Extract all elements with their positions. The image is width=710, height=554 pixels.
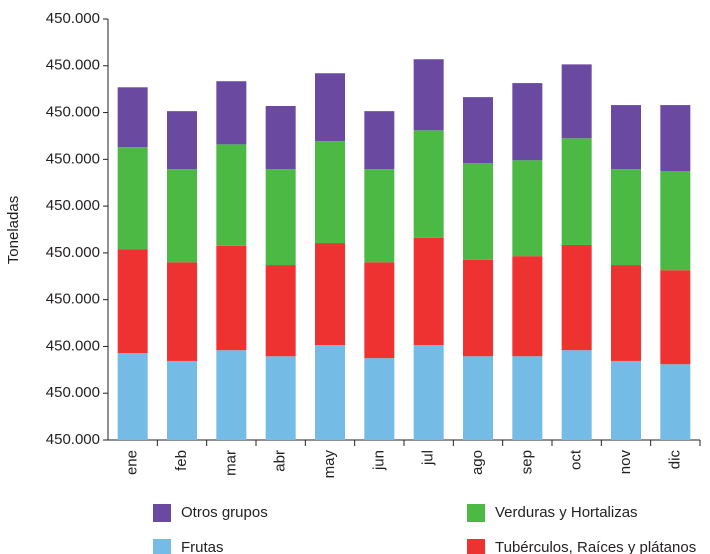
bar-segment bbox=[167, 169, 197, 263]
bar-segment bbox=[660, 270, 691, 365]
x-tick-label: nov bbox=[617, 450, 634, 475]
bar-segment bbox=[265, 356, 296, 440]
bar-segment bbox=[660, 105, 691, 172]
x-tick-label: mar bbox=[222, 450, 239, 476]
bar-segment bbox=[611, 360, 641, 440]
legend-label: Verduras y Hortalizas bbox=[495, 504, 638, 521]
legend-swatch bbox=[153, 504, 171, 522]
x-tick-label: sep bbox=[518, 450, 535, 474]
bar-segment bbox=[265, 106, 296, 170]
bar-segment bbox=[364, 262, 395, 359]
y-tick-label: 450.000 bbox=[46, 337, 100, 354]
legend-swatch bbox=[467, 504, 485, 522]
bar-segment bbox=[167, 262, 197, 361]
bar-segment bbox=[463, 163, 493, 260]
x-tick-label: ago bbox=[469, 450, 486, 475]
bar-segment bbox=[561, 350, 592, 440]
legend-label: Tubérculos, Raíces y plátanos bbox=[495, 539, 696, 554]
legend-swatch bbox=[153, 539, 171, 554]
bar-segment bbox=[611, 265, 641, 361]
bar-segment bbox=[216, 350, 247, 440]
legend-swatch bbox=[467, 539, 485, 554]
bar-segment bbox=[660, 364, 691, 440]
bar-segment bbox=[117, 249, 148, 353]
bar-segment bbox=[660, 171, 691, 271]
y-tick-label: 450.000 bbox=[46, 104, 100, 121]
bar-segment bbox=[167, 360, 197, 440]
y-tick-label: 450.000 bbox=[46, 291, 100, 308]
x-tick-label: dic bbox=[666, 450, 683, 470]
bar-segment bbox=[463, 259, 493, 357]
x-tick-label: jun bbox=[370, 450, 387, 471]
bar-segment bbox=[561, 138, 592, 245]
bar-segment bbox=[512, 356, 543, 440]
y-tick-label: 450.000 bbox=[46, 10, 100, 27]
bar-segment bbox=[364, 111, 395, 170]
bar-segment bbox=[561, 244, 592, 351]
bar-segment bbox=[315, 73, 345, 142]
y-tick-label: 450.000 bbox=[46, 150, 100, 167]
bar-segment bbox=[117, 87, 148, 148]
bar-segment bbox=[315, 345, 345, 440]
x-tick-label: oct bbox=[568, 449, 585, 470]
bar-segment bbox=[413, 59, 444, 131]
bar-segment bbox=[216, 245, 247, 351]
bar-segment bbox=[265, 169, 296, 266]
x-tick-label: abr bbox=[272, 450, 289, 472]
bar-segment bbox=[512, 256, 543, 357]
x-tick-label: may bbox=[321, 450, 338, 479]
bar-segment bbox=[413, 345, 444, 440]
bar-segment bbox=[463, 356, 493, 440]
bar-segment bbox=[117, 352, 148, 440]
bar-segment bbox=[167, 111, 197, 170]
y-tick-label: 450.000 bbox=[46, 431, 100, 448]
bar-segment bbox=[315, 141, 345, 244]
bar-segment bbox=[611, 105, 641, 170]
y-tick-label: 450.000 bbox=[46, 244, 100, 261]
bar-segment bbox=[216, 144, 247, 246]
bar-segment bbox=[463, 97, 493, 164]
bar-segment bbox=[413, 130, 444, 238]
legend-label: Frutas bbox=[181, 539, 224, 554]
bar-segment bbox=[512, 160, 543, 257]
y-tick-label: 450.000 bbox=[46, 384, 100, 401]
bar-segment bbox=[315, 243, 345, 346]
bar-segment bbox=[117, 147, 148, 250]
bar-segment bbox=[611, 169, 641, 266]
bar-segment bbox=[512, 83, 543, 161]
bar-segment bbox=[413, 237, 444, 346]
bar-segment bbox=[216, 81, 247, 145]
legend-label: Otros grupos bbox=[181, 504, 268, 521]
x-tick-label: feb bbox=[173, 450, 190, 471]
y-tick-label: 450.000 bbox=[46, 57, 100, 74]
y-tick-label: 450.000 bbox=[46, 197, 100, 214]
x-tick-label: ene bbox=[124, 450, 141, 475]
bar-segment bbox=[364, 358, 395, 440]
bar-segment bbox=[265, 265, 296, 357]
bar-segment bbox=[364, 169, 395, 263]
bar-segment bbox=[561, 64, 592, 139]
y-axis-label: Toneladas bbox=[5, 196, 22, 264]
x-tick-label: jul bbox=[420, 450, 437, 466]
